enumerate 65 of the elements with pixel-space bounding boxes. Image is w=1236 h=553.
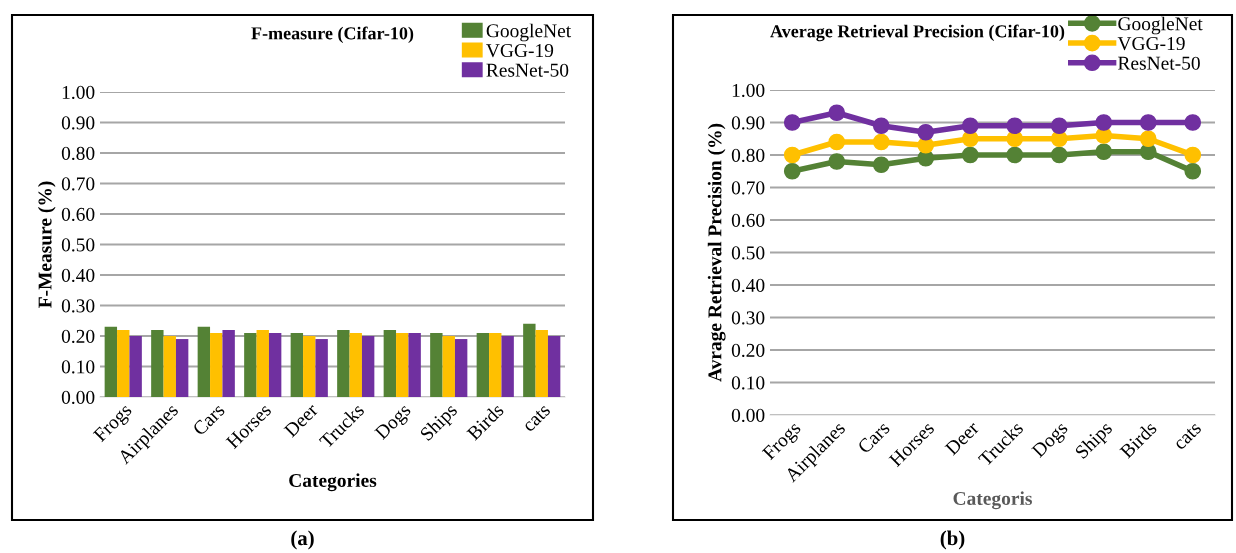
y-tick-label: 0.40	[61, 268, 95, 283]
point	[783, 146, 801, 164]
chart-title: Average Retrieval Precision (Cifar-10)	[770, 24, 1065, 42]
y-tick-label: 0.20	[61, 329, 95, 344]
point	[872, 133, 890, 151]
point	[917, 123, 935, 141]
x-tick-label: cats	[522, 404, 551, 433]
y-tick-label: 1.00	[62, 85, 95, 100]
y-tick-label: 0.80	[61, 146, 95, 161]
point	[1184, 162, 1202, 180]
y-tick-label: 0.00	[61, 390, 95, 405]
legend-label: VGG-19	[486, 44, 554, 58]
point	[1095, 114, 1113, 131]
y-tick-label: 0.90	[731, 116, 765, 130]
x-tick-label: Deer	[283, 402, 319, 438]
y-tick-label: 0.50	[61, 238, 95, 252]
x-tick-label: Cars	[192, 402, 226, 437]
point	[1095, 143, 1113, 161]
y-tick-label: 0.70	[61, 177, 95, 191]
point	[828, 104, 846, 122]
point	[783, 114, 801, 131]
y-axis-title: Avrage Retrieval Precision (%)	[707, 123, 726, 382]
y-tick-label: 0.10	[61, 360, 95, 374]
x-tick-label: Cars	[857, 420, 891, 455]
point	[828, 153, 846, 170]
legend-label: GoogleNet	[486, 23, 572, 42]
point	[961, 146, 979, 164]
point	[1050, 117, 1068, 135]
y-axis-title: F-Measure (%)	[37, 181, 56, 308]
legend-label: GoogleNet	[1118, 16, 1203, 35]
y-tick-label: 0.30	[61, 299, 95, 313]
chart-title: F-measure (Cifar-10)	[251, 26, 414, 44]
x-axis-title: Categoris	[953, 491, 1032, 510]
y-tick-label: 0.70	[731, 181, 765, 195]
x-tick-label: cats	[1173, 422, 1202, 451]
y-tick-label: 0.00	[731, 408, 765, 423]
y-tick-label: 0.30	[731, 311, 765, 325]
y-tick-label: 0.10	[731, 376, 765, 390]
text: (a)	[291, 530, 314, 550]
y-tick-label: 0.20	[731, 343, 765, 358]
point	[872, 117, 890, 135]
legend-label: VGG-19	[1117, 37, 1185, 51]
point	[1184, 114, 1202, 131]
y-tick-label: 1.00	[732, 83, 765, 98]
point	[1139, 130, 1157, 148]
y-tick-label: 0.90	[61, 116, 95, 130]
point	[872, 156, 890, 174]
x-axis-title: Categories	[289, 473, 377, 492]
legend-label: ResNet-50	[486, 63, 569, 77]
text: (b)	[940, 530, 965, 550]
point	[961, 117, 979, 135]
point	[1006, 146, 1024, 164]
point	[783, 162, 801, 180]
x-tick-label: Deer	[944, 420, 980, 456]
point	[828, 133, 846, 151]
y-tick-label: 0.80	[731, 148, 765, 163]
point	[1139, 114, 1157, 131]
point	[1050, 146, 1068, 164]
y-tick-label: 0.60	[731, 213, 765, 228]
y-tick-label: 0.50	[731, 246, 765, 260]
y-tick-label: 0.60	[61, 207, 95, 222]
point	[1006, 117, 1024, 135]
legend-label: ResNet-50	[1118, 56, 1200, 70]
y-tick-label: 0.40	[731, 278, 765, 293]
point	[1184, 146, 1202, 164]
